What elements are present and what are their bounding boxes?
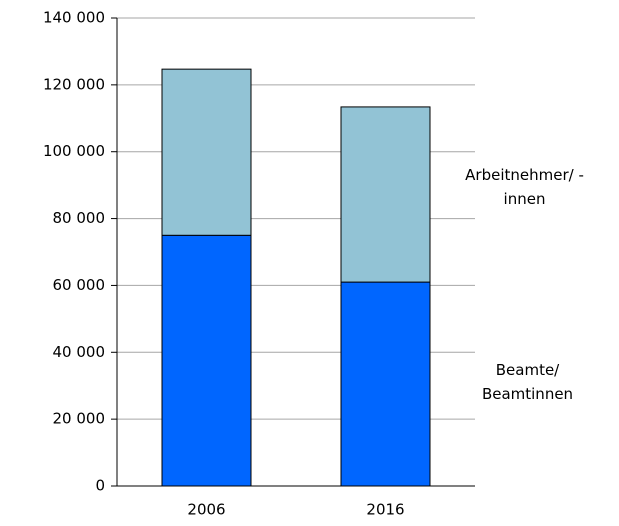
y-tick-label: 100 000 (43, 142, 105, 160)
y-tick-label: 80 000 (53, 209, 106, 227)
y-tick-label: 20 000 (53, 410, 106, 428)
x-tick-label: 2006 (187, 501, 225, 519)
legend-label: Arbeitnehmer/ -innen (465, 166, 584, 208)
legend-label: Beamte/ Beamtinnen (481, 361, 574, 403)
y-tick-label: 120 000 (43, 75, 105, 93)
y-tick-label: 0 (95, 477, 105, 495)
x-tick-label: 2016 (366, 501, 404, 519)
bar-segment (161, 68, 252, 236)
bar-segment (340, 106, 431, 283)
bar-segment (161, 234, 252, 487)
y-tick-label: 40 000 (53, 343, 106, 361)
bar-segment (340, 281, 431, 487)
y-tick-label: 60 000 (53, 276, 106, 294)
y-tick-label: 140 000 (43, 9, 105, 27)
